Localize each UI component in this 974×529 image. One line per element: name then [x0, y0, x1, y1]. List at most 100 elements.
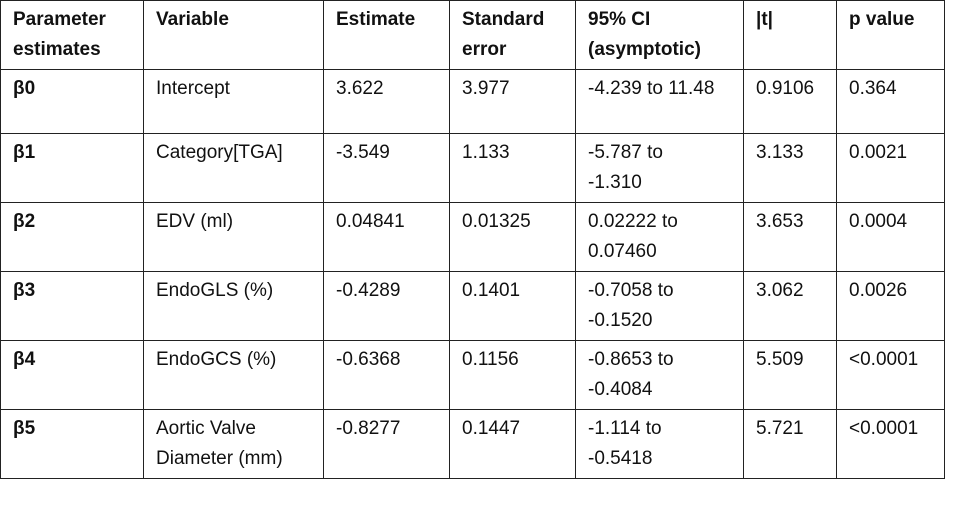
- table-cell: β2: [0, 202, 144, 272]
- cell-text: Intercept: [156, 78, 230, 99]
- table-cell: EDV (ml): [143, 202, 324, 272]
- cell-text: -0.4289: [336, 280, 401, 301]
- cell-text: Parameter estimates: [13, 9, 106, 60]
- table-row: β4 EndoGCS (%) -0.6368 0.1156 -0.8653 to -0.…: [0, 340, 945, 410]
- table-cell: -0.8277: [323, 409, 450, 479]
- cell-text: -3.549: [336, 142, 390, 163]
- cell-text: -0.6368: [336, 349, 401, 370]
- table-cell: 0.1447: [449, 409, 576, 479]
- table-cell: 0.0021: [836, 133, 945, 203]
- table-cell: 0.364: [836, 69, 945, 134]
- cell-text: 0.9106: [756, 78, 815, 99]
- header-row: Parameter estimates Variable Estimate Stand…: [0, 0, 945, 70]
- parameter-table: Parameter estimates Variable Estimate Stand…: [0, 0, 945, 479]
- cell-text: 3.062: [756, 280, 804, 301]
- table-cell: -0.7058 to -0.1520: [575, 271, 744, 341]
- header-cell: 95% CI (asymptotic): [575, 0, 744, 70]
- table-row: β5 Aortic Valve Diameter (mm) -0.8277 0.144…: [0, 409, 945, 479]
- cell-text: 5.721: [756, 418, 804, 439]
- cell-text: β4: [13, 349, 36, 370]
- table-cell: 0.01325: [449, 202, 576, 272]
- table-cell: 3.133: [743, 133, 837, 203]
- cell-text: -4.239 to 11.48: [588, 78, 715, 99]
- table-row: β3 EndoGLS (%) -0.4289 0.1401 -0.7058 to -0.…: [0, 271, 945, 341]
- cell-text: -1.114 to -0.5418: [588, 418, 662, 469]
- cell-text: β2: [13, 211, 36, 232]
- cell-text: 0.01325: [462, 211, 531, 232]
- table-cell: 0.0004: [836, 202, 945, 272]
- table-cell: 3.977: [449, 69, 576, 134]
- table-cell: -3.549: [323, 133, 450, 203]
- table-cell: Aortic Valve Diameter (mm): [143, 409, 324, 479]
- cell-text: p value: [849, 9, 915, 30]
- table-cell: β3: [0, 271, 144, 341]
- cell-text: 0.1447: [462, 418, 521, 439]
- cell-text: β3: [13, 280, 36, 301]
- table-cell: -0.4289: [323, 271, 450, 341]
- table-cell: <0.0001: [836, 409, 945, 479]
- cell-text: 0.1156: [462, 349, 519, 370]
- cell-text: 0.364: [849, 78, 897, 99]
- table-cell: 0.04841: [323, 202, 450, 272]
- cell-text: 0.0026: [849, 280, 908, 301]
- table-cell: 0.9106: [743, 69, 837, 134]
- table-cell: 5.509: [743, 340, 837, 410]
- table-cell: 3.653: [743, 202, 837, 272]
- cell-text: 0.04841: [336, 211, 405, 232]
- table-cell: 0.0026: [836, 271, 945, 341]
- table-cell: EndoGCS (%): [143, 340, 324, 410]
- table-cell: -4.239 to 11.48: [575, 69, 744, 134]
- cell-text: -0.8277: [336, 418, 401, 439]
- cell-text: β0: [13, 78, 36, 99]
- table-row: β2 EDV (ml) 0.04841 0.01325 0.02222 to 0.074…: [0, 202, 945, 272]
- table-cell: β4: [0, 340, 144, 410]
- cell-text: -0.7058 to -0.1520: [588, 280, 674, 331]
- cell-text: Standard error: [462, 9, 545, 60]
- table-cell: -1.114 to -0.5418: [575, 409, 744, 479]
- cell-text: Category[TGA]: [156, 142, 283, 163]
- header-cell: Estimate: [323, 0, 450, 70]
- header-cell: Parameter estimates: [0, 0, 144, 70]
- table-cell: -0.6368: [323, 340, 450, 410]
- cell-text: 1.133: [462, 142, 510, 163]
- table-cell: EndoGLS (%): [143, 271, 324, 341]
- table-cell: 0.02222 to 0.07460: [575, 202, 744, 272]
- cell-text: EndoGCS (%): [156, 349, 277, 370]
- cell-text: -0.8653 to -0.4084: [588, 349, 674, 400]
- table-cell: -0.8653 to -0.4084: [575, 340, 744, 410]
- table-cell: β5: [0, 409, 144, 479]
- cell-text: Aortic Valve Diameter (mm): [156, 418, 283, 469]
- table-cell: β0: [0, 69, 144, 134]
- table-cell: <0.0001: [836, 340, 945, 410]
- header-cell: p value: [836, 0, 945, 70]
- table-cell: 3.062: [743, 271, 837, 341]
- cell-text: 0.0021: [849, 142, 908, 163]
- table-cell: -5.787 to -1.310: [575, 133, 744, 203]
- cell-text: EndoGLS (%): [156, 280, 274, 301]
- cell-text: β1: [13, 142, 36, 163]
- cell-text: EDV (ml): [156, 211, 234, 232]
- cell-text: <0.0001: [849, 418, 919, 439]
- table-row: β0 Intercept 3.622 3.977 -4.239 to 11.48 0.91…: [0, 69, 945, 134]
- header-cell: Variable: [143, 0, 324, 70]
- table-body: β0 Intercept 3.622 3.977 -4.239 to 11.48 0.91…: [0, 69, 945, 479]
- cell-text: 3.977: [462, 78, 510, 99]
- table-row: β1 Category[TGA] -3.549 1.133 -5.787 to -1.3…: [0, 133, 945, 203]
- cell-text: -5.787 to -1.310: [588, 142, 663, 193]
- cell-text: <0.0001: [849, 349, 919, 370]
- cell-text: 0.02222 to 0.07460: [588, 211, 678, 262]
- cell-text: 0.0004: [849, 211, 908, 232]
- cell-text: 3.653: [756, 211, 804, 232]
- table-cell: 1.133: [449, 133, 576, 203]
- cell-text: 95% CI (asymptotic): [588, 9, 701, 60]
- header-cell: Standard error: [449, 0, 576, 70]
- cell-text: β5: [13, 418, 36, 439]
- table-cell: 5.721: [743, 409, 837, 479]
- table-cell: β1: [0, 133, 144, 203]
- table-cell: 0.1156: [449, 340, 576, 410]
- header-cell: |t|: [743, 0, 837, 70]
- cell-text: 3.133: [756, 142, 804, 163]
- cell-text: |t|: [756, 9, 773, 30]
- table-cell: 0.1401: [449, 271, 576, 341]
